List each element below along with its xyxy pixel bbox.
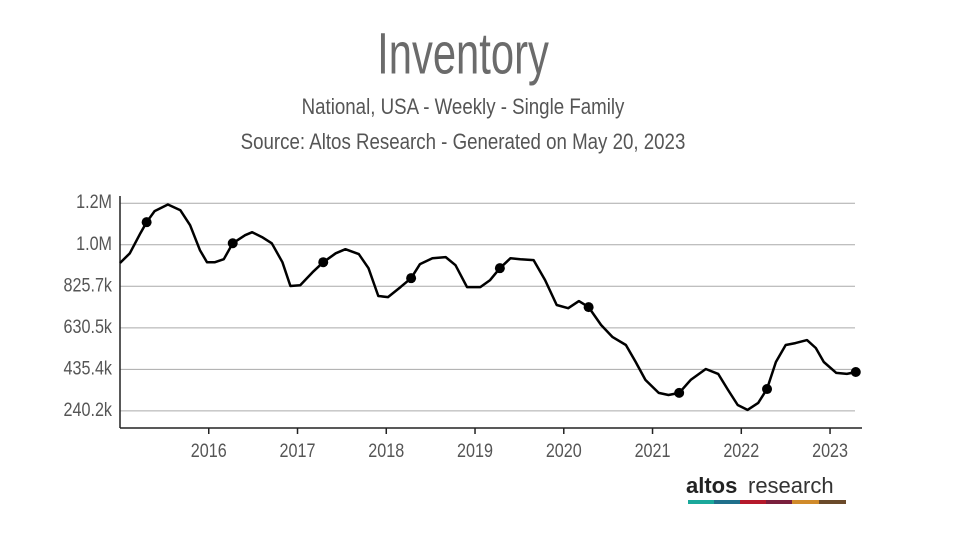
x-tick-label: 2021 bbox=[635, 440, 671, 462]
logo-bar bbox=[740, 500, 766, 504]
marker bbox=[850, 367, 861, 378]
x-tick-label: 2019 bbox=[457, 440, 493, 462]
x-tick-label: 2020 bbox=[546, 440, 582, 462]
y-tick-label: 240.2k bbox=[64, 399, 113, 421]
x-tick-label: 2017 bbox=[280, 440, 316, 462]
line bbox=[119, 203, 857, 412]
chart-subtitle: National, USA - Weekly - Single Family bbox=[302, 95, 625, 119]
logo-bar bbox=[766, 500, 792, 504]
logo-word: research bbox=[748, 473, 834, 498]
marker bbox=[583, 302, 594, 313]
logo-bar bbox=[792, 500, 819, 504]
marker bbox=[227, 238, 238, 249]
y-tick-label: 825.7k bbox=[64, 274, 113, 296]
logo-bar bbox=[714, 500, 740, 504]
marker bbox=[406, 273, 417, 284]
logo-bar bbox=[688, 500, 714, 504]
x-tick-label: 2016 bbox=[191, 440, 227, 462]
marker bbox=[674, 387, 685, 398]
y-tick-label: 1.0M bbox=[76, 233, 112, 255]
logo: altos research bbox=[686, 473, 846, 504]
marker bbox=[141, 217, 152, 228]
y-tick-label: 1.2M bbox=[76, 191, 112, 213]
x-tick-label: 2022 bbox=[723, 440, 759, 462]
y-tick-label: 630.5k bbox=[64, 316, 113, 338]
chart-source: Source: Altos Research - Generated on Ma… bbox=[241, 130, 686, 154]
x-tick-label: 2018 bbox=[368, 440, 404, 462]
marker bbox=[762, 384, 773, 395]
y-tick-label: 435.4k bbox=[64, 357, 113, 379]
chart-title: Inventory bbox=[377, 21, 549, 86]
marker bbox=[494, 263, 505, 274]
logo-bar bbox=[819, 500, 846, 504]
marker bbox=[318, 257, 329, 268]
logo-brand: altos bbox=[686, 473, 737, 498]
x-tick-label: 2023 bbox=[812, 440, 848, 462]
